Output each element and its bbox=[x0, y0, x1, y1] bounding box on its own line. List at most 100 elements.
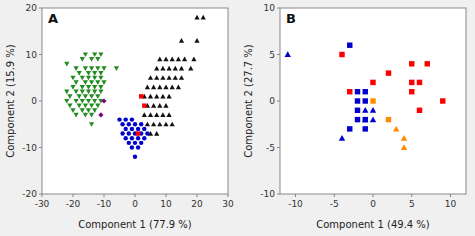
point bbox=[98, 85, 103, 90]
point bbox=[355, 89, 360, 94]
point bbox=[136, 131, 140, 135]
tick-mark bbox=[277, 101, 280, 102]
point bbox=[98, 71, 103, 76]
tick-mark bbox=[277, 147, 280, 148]
point bbox=[74, 80, 79, 85]
point bbox=[98, 52, 103, 57]
point bbox=[80, 76, 85, 81]
panel: -30-20-100102030-20-1001020Component 1 (… bbox=[5, 3, 234, 230]
point bbox=[136, 145, 140, 149]
tick-label: -10 bbox=[22, 143, 37, 153]
point bbox=[160, 94, 165, 99]
point bbox=[133, 141, 137, 145]
point bbox=[92, 85, 97, 90]
point bbox=[370, 107, 376, 113]
point bbox=[74, 99, 79, 104]
point bbox=[92, 76, 97, 81]
point bbox=[154, 94, 159, 99]
series bbox=[285, 51, 377, 140]
tick-mark bbox=[39, 194, 42, 195]
tick-label: 0 bbox=[31, 96, 37, 106]
point bbox=[123, 136, 127, 140]
point bbox=[142, 103, 146, 107]
point bbox=[114, 66, 119, 71]
point bbox=[86, 76, 91, 81]
point bbox=[139, 122, 143, 126]
point bbox=[74, 90, 79, 95]
point bbox=[401, 144, 407, 150]
point bbox=[70, 76, 75, 81]
point bbox=[417, 80, 422, 85]
point bbox=[127, 131, 131, 135]
tick-mark bbox=[135, 194, 136, 197]
point bbox=[157, 122, 162, 127]
point bbox=[201, 15, 206, 20]
series bbox=[393, 126, 407, 150]
point bbox=[86, 71, 91, 76]
tick-label: -5 bbox=[330, 199, 339, 209]
point bbox=[95, 57, 100, 62]
point bbox=[98, 90, 103, 95]
point bbox=[92, 99, 97, 104]
point bbox=[89, 80, 94, 85]
point bbox=[170, 84, 175, 89]
y-axis-label: Component 2 (27.7 %) bbox=[243, 44, 254, 158]
point bbox=[130, 127, 134, 131]
point bbox=[151, 84, 156, 89]
point bbox=[151, 103, 156, 108]
point bbox=[173, 75, 178, 80]
point bbox=[80, 108, 85, 113]
tick-label: 10 bbox=[264, 3, 276, 13]
point bbox=[89, 122, 94, 127]
point bbox=[167, 66, 172, 71]
series bbox=[142, 15, 206, 136]
point bbox=[77, 94, 82, 99]
point bbox=[83, 52, 88, 57]
series bbox=[98, 98, 106, 117]
point bbox=[194, 38, 199, 43]
point bbox=[362, 116, 368, 122]
tick-mark bbox=[295, 194, 296, 197]
panel: -10-50510-10-50510Component 1 (49.4 %)Co… bbox=[243, 3, 466, 230]
point bbox=[145, 122, 150, 127]
point bbox=[80, 99, 85, 104]
tick-label: -30 bbox=[35, 199, 50, 209]
point bbox=[347, 89, 352, 94]
point bbox=[95, 80, 100, 85]
point bbox=[127, 141, 131, 145]
point bbox=[157, 84, 162, 89]
point bbox=[409, 89, 414, 94]
point bbox=[89, 66, 94, 71]
point bbox=[70, 85, 75, 90]
point bbox=[386, 70, 391, 75]
point bbox=[148, 75, 153, 80]
point bbox=[362, 107, 368, 113]
tick-label: -20 bbox=[22, 189, 37, 199]
point bbox=[393, 126, 399, 132]
tick-mark bbox=[39, 147, 42, 148]
plot-area bbox=[280, 8, 466, 194]
point bbox=[92, 52, 97, 57]
point bbox=[167, 94, 172, 99]
point bbox=[98, 76, 103, 81]
point bbox=[127, 122, 131, 126]
point bbox=[77, 71, 82, 76]
point bbox=[89, 113, 94, 118]
point bbox=[176, 57, 181, 62]
point bbox=[154, 131, 159, 136]
tick-mark bbox=[39, 8, 42, 9]
point bbox=[70, 108, 75, 113]
tick-mark bbox=[277, 54, 280, 55]
point bbox=[95, 94, 100, 99]
point bbox=[89, 57, 94, 62]
tick-label: 0 bbox=[132, 199, 138, 209]
point bbox=[370, 80, 375, 85]
marks bbox=[285, 42, 446, 150]
point bbox=[123, 117, 127, 121]
series bbox=[347, 42, 368, 131]
tick-label: -10 bbox=[260, 189, 275, 199]
point bbox=[170, 57, 175, 62]
point bbox=[80, 90, 85, 95]
tick-mark bbox=[411, 194, 412, 197]
point bbox=[179, 38, 184, 43]
